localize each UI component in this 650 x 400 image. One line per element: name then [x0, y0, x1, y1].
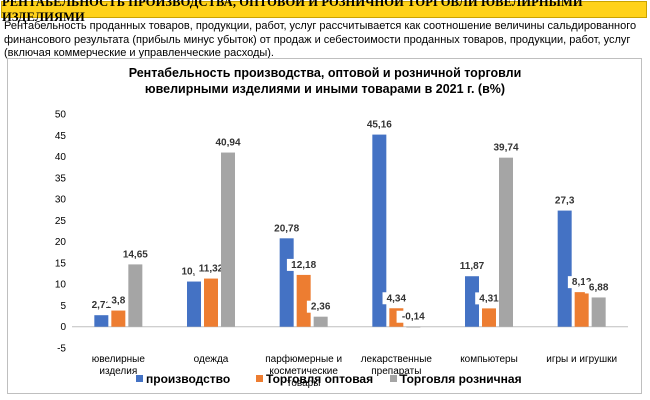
data-label: 14,65: [123, 249, 148, 260]
legend-swatch-2: [390, 375, 397, 382]
data-label-bg: [455, 260, 489, 273]
data-label: 2,36: [311, 302, 331, 313]
data-label: 3,8: [111, 296, 125, 307]
data-label: 8,13: [572, 277, 592, 288]
y-tick-label: 35: [55, 173, 67, 184]
legend-swatch-1: [256, 375, 263, 382]
y-tick-label: 10: [55, 280, 67, 291]
data-label: 12,18: [291, 260, 316, 271]
bar-0-1: [111, 310, 126, 327]
y-tick-label: 25: [55, 216, 67, 227]
data-label: 4,34: [387, 293, 407, 304]
data-label-bg: [584, 281, 613, 294]
data-label-bg: [286, 258, 321, 271]
bar-5-1: [574, 292, 589, 327]
y-tick-label: 0: [60, 322, 66, 333]
bar-0-0: [94, 315, 109, 327]
y-tick-label: 15: [55, 258, 67, 269]
category-label: компьютеры: [460, 354, 518, 365]
legend-label: производство: [146, 372, 230, 386]
bar-5-0: [557, 210, 572, 327]
bar-3-0: [372, 134, 387, 327]
legend-swatch-0: [136, 375, 143, 382]
y-tick-label: 45: [55, 131, 67, 142]
y-tick-label: 50: [55, 110, 67, 121]
category-label: игры и игрушки: [546, 354, 617, 365]
y-tick-label: -5: [57, 344, 66, 355]
data-label: 6,88: [589, 282, 609, 293]
intro-paragraph: Рентабельность проданных товаров, продук…: [4, 20, 637, 59]
page-banner: РЕНТАБЕЛЬНОСТЬ ПРОИЗВОДСТВА, ОПТОВОЙ И Р…: [1, 0, 647, 24]
data-label-bg: [396, 310, 431, 323]
bar-2-0: [279, 238, 294, 327]
category-label: изделия: [99, 366, 137, 377]
data-label-bg: [489, 141, 523, 154]
banner-title: РЕНТАБЕЛЬНОСТЬ ПРОИЗВОДСТВА, ОПТОВОЙ И Р…: [2, 0, 583, 24]
y-tick-label: 20: [55, 237, 67, 248]
data-label: 27,3: [555, 196, 575, 207]
bar-1-0: [187, 281, 201, 327]
bar-3-2: [406, 326, 421, 328]
data-label-bg: [211, 136, 245, 149]
data-label: 39,74: [493, 143, 518, 154]
data-label: 4,31: [479, 293, 499, 304]
data-label: 2,71: [92, 300, 112, 311]
bar-2-1: [296, 274, 311, 327]
category-label: косметические: [269, 366, 338, 377]
data-label-bg: [306, 300, 335, 313]
data-label: 10,62: [181, 267, 206, 278]
bar-4-0: [465, 276, 479, 327]
category-label: препараты: [371, 366, 421, 377]
legend-label: Торговля оптовая: [266, 372, 373, 386]
chart-title-line: ювелирными изделиями и иными товарами в …: [145, 82, 505, 96]
y-tick-label: 5: [60, 301, 66, 312]
y-tick-label: 30: [55, 195, 67, 206]
data-label: 45,16: [367, 120, 392, 131]
category-label: одежда: [194, 354, 229, 365]
chart-title-line: Рентабельность производства, оптовой и р…: [129, 66, 522, 80]
chart-frame: Рентабельность производства, оптовой и р…: [7, 58, 642, 394]
data-label-bg: [118, 248, 153, 261]
bar-5-2: [591, 297, 606, 327]
bar-1-1: [204, 278, 218, 327]
data-label-bg: [269, 222, 304, 235]
chart-svg: Рентабельность производства, оптовой и р…: [55, 66, 628, 389]
data-label: 20,78: [274, 223, 299, 234]
data-label: 11,87: [460, 261, 485, 272]
data-label-bg: [550, 194, 579, 207]
data-label-bg: [382, 292, 411, 305]
category-label: лекарственные: [361, 354, 433, 365]
data-label-bg: [194, 262, 228, 275]
bar-1-2: [221, 152, 235, 327]
data-label-bg: [475, 292, 503, 305]
data-label: 40,94: [215, 138, 240, 149]
legend-label: Торговля розничная: [400, 372, 522, 386]
y-tick-label: 40: [55, 152, 67, 163]
bar-2-2: [313, 316, 328, 327]
bar-4-1: [482, 308, 496, 327]
category-label: парфюмерные и: [265, 353, 342, 365]
bar-4-2: [499, 157, 513, 327]
data-label: 11,32: [199, 264, 224, 275]
data-label: -0,14: [402, 312, 425, 323]
category-label: ювелирные: [92, 354, 146, 365]
data-label-bg: [107, 294, 130, 307]
category-label: товары: [287, 378, 321, 389]
bar-0-2: [128, 264, 143, 327]
data-label-bg: [362, 118, 397, 131]
